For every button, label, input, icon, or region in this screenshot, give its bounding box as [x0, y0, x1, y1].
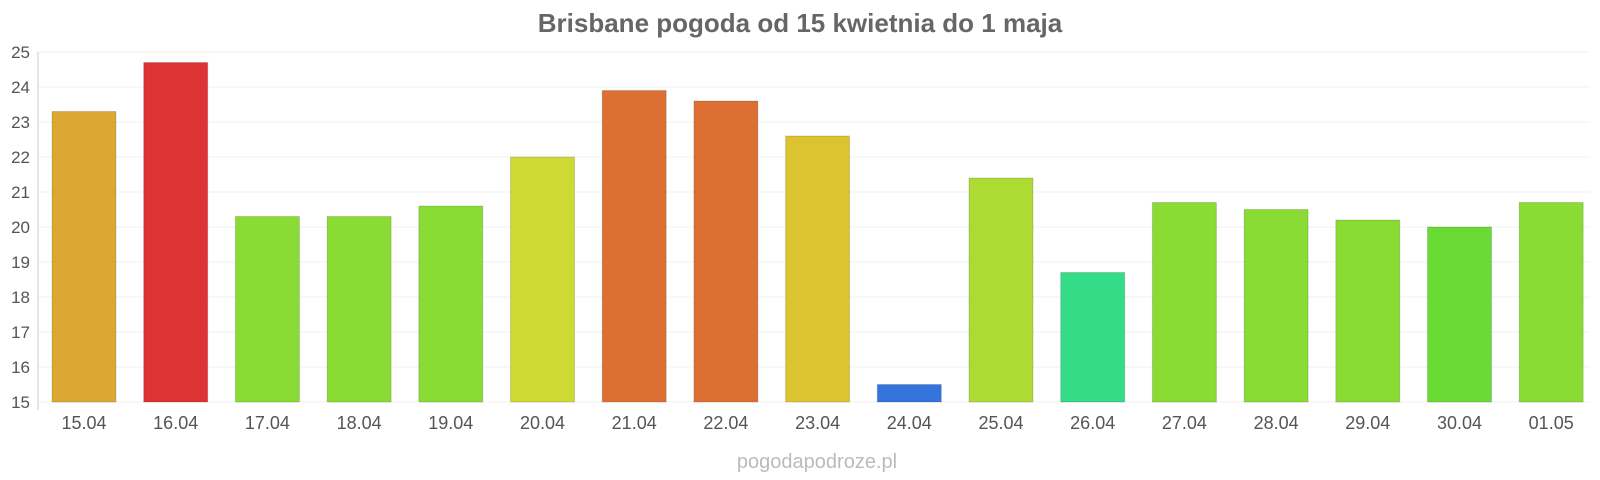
y-tick-label: 20 [11, 218, 30, 237]
x-tick-label: 26.04 [1070, 413, 1115, 433]
bar-26.04[interactable] [1060, 272, 1126, 403]
x-tick-label: 29.04 [1345, 413, 1390, 433]
y-tick-label: 15 [11, 393, 30, 412]
x-tick-label: 01.05 [1529, 413, 1574, 433]
y-axis-ticks: 15 16 17 18 19 20 21 22 23 24 25 [11, 43, 30, 412]
x-tick-label: 16.04 [153, 413, 198, 433]
x-tick-label: 28.04 [1254, 413, 1299, 433]
bar-20.04[interactable] [510, 156, 575, 403]
x-tick-label: 18.04 [337, 413, 382, 433]
bar-21.04[interactable] [601, 90, 667, 403]
y-tick-label: 21 [11, 183, 30, 202]
chart-title: Brisbane pogoda od 15 kwietnia do 1 maja [538, 8, 1063, 38]
y-tick-label: 19 [11, 253, 30, 272]
x-tick-label: 20.04 [520, 413, 565, 433]
bar-23.04[interactable] [785, 135, 851, 403]
bar-18.04[interactable] [326, 216, 392, 403]
y-tick-label: 18 [11, 288, 30, 307]
bar-22.04[interactable] [693, 100, 759, 403]
x-tick-label: 30.04 [1437, 413, 1482, 433]
bar-30.04[interactable] [1427, 226, 1492, 403]
bar-17.04[interactable] [234, 216, 300, 403]
bar-16.04[interactable] [143, 62, 209, 403]
bar-15.04[interactable] [51, 111, 117, 403]
x-tick-label: 24.04 [887, 413, 932, 433]
bars [51, 62, 1584, 403]
x-tick-label: 21.04 [612, 413, 657, 433]
x-tick-label: 15.04 [61, 413, 106, 433]
x-axis-ticks: 15.04 16.04 17.04 18.04 19.04 20.04 21.04 22.04… [61, 413, 1573, 433]
y-tick-label: 16 [11, 358, 30, 377]
x-tick-label: 27.04 [1162, 413, 1207, 433]
y-tick-label: 24 [11, 78, 30, 97]
x-tick-label: 17.04 [245, 413, 290, 433]
bar-25.04[interactable] [968, 177, 1034, 403]
y-tick-label: 17 [11, 323, 30, 342]
watermark: pogodapodroze.pl [737, 451, 897, 473]
x-tick-label: 22.04 [703, 413, 748, 433]
bar-28.04[interactable] [1243, 209, 1309, 403]
bar-27.04[interactable] [1151, 202, 1217, 403]
y-tick-label: 22 [11, 148, 30, 167]
x-tick-label: 19.04 [428, 413, 473, 433]
bar-29.04[interactable] [1335, 219, 1401, 403]
y-tick-label: 23 [11, 113, 30, 132]
y-tick-label: 25 [11, 43, 30, 62]
x-tick-label: 23.04 [795, 413, 840, 433]
x-tick-label: 25.04 [978, 413, 1023, 433]
bar-24.04[interactable] [876, 384, 942, 403]
bar-19.04[interactable] [418, 205, 484, 403]
bar-01.05[interactable] [1518, 202, 1584, 403]
